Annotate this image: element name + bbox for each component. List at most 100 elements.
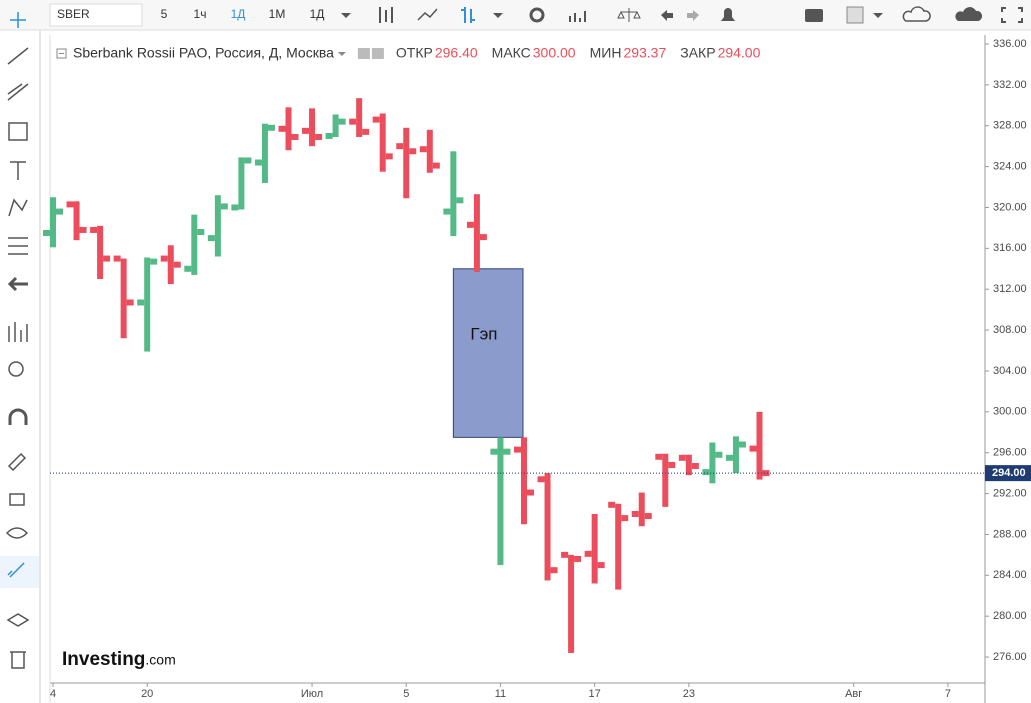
bar-range xyxy=(50,197,56,248)
magnet-tool[interactable] xyxy=(8,408,28,425)
bar-range xyxy=(732,436,739,474)
dropdown[interactable] xyxy=(493,13,503,18)
fib-tool[interactable] xyxy=(7,83,29,101)
plot: 276.00 280.00 284.00 288.00 292.00 296.00 300.… xyxy=(43,35,1031,703)
bar-range xyxy=(756,411,763,480)
ohlc-value: 294.00 xyxy=(718,45,761,61)
ohlc-value: 293.37 xyxy=(623,45,666,61)
indicators-icon[interactable] xyxy=(569,11,586,22)
y-tick-label: 284.00 xyxy=(993,569,1027,581)
interval[interactable]: 1М xyxy=(269,7,286,21)
y-tick-label: 332.00 xyxy=(993,79,1027,91)
bar-open xyxy=(678,454,686,461)
interval[interactable]: 1Д xyxy=(310,7,325,21)
gear-icon xyxy=(371,48,384,59)
alert-icon[interactable] xyxy=(721,8,735,21)
bar-close xyxy=(574,555,582,562)
color-box[interactable] xyxy=(846,6,864,24)
cloud-load[interactable] xyxy=(902,6,931,22)
measure-tool[interactable] xyxy=(8,322,28,342)
symbol-box[interactable] xyxy=(49,3,143,27)
title-dropdown xyxy=(337,52,346,56)
watermark-suffix: .com xyxy=(145,652,175,668)
interval[interactable]: 1Д xyxy=(231,7,246,21)
redo-icon[interactable] xyxy=(687,10,699,21)
layers-tool[interactable] xyxy=(6,613,30,627)
y-tick-label: 296.00 xyxy=(993,447,1027,459)
bar-range xyxy=(568,554,575,653)
bar-close xyxy=(644,513,652,520)
shape-tool[interactable] xyxy=(8,122,28,141)
y-tick-label: 304.00 xyxy=(993,365,1027,377)
bar-range xyxy=(285,107,292,151)
delete-tool[interactable] xyxy=(10,651,26,669)
ohlc-value: 300.00 xyxy=(533,45,576,61)
bar-range xyxy=(379,113,386,172)
ohlc-label: МИН xyxy=(590,45,622,61)
cross-tool[interactable] xyxy=(10,12,26,28)
settings-icon[interactable] xyxy=(529,7,545,23)
y-tick-label: 288.00 xyxy=(993,528,1027,540)
bar-close xyxy=(738,441,746,448)
undo-icon[interactable] xyxy=(661,10,673,21)
candles-icon[interactable] xyxy=(379,7,393,23)
bar-range xyxy=(685,454,692,476)
draw-mode[interactable] xyxy=(7,452,27,472)
bar-open xyxy=(254,159,262,166)
x-tick-label: Авг xyxy=(845,688,862,700)
y-tick-label: 316.00 xyxy=(993,242,1027,254)
fullscreen-icon[interactable] xyxy=(1001,7,1023,23)
bar-open xyxy=(137,299,145,306)
dropdown[interactable] xyxy=(341,13,351,18)
bar-close xyxy=(597,562,605,569)
interval[interactable]: 5 xyxy=(161,7,168,21)
gap-label: Гэп xyxy=(470,325,497,344)
bar-open xyxy=(207,235,215,242)
ohlc-label: МАКС xyxy=(492,45,531,61)
bar-range xyxy=(403,127,410,199)
zoom-tool[interactable] xyxy=(8,361,24,377)
ohlc-label: ОТКР xyxy=(396,45,433,61)
compare-icon[interactable] xyxy=(617,8,641,22)
bar-close xyxy=(409,148,417,155)
bar-range xyxy=(662,453,669,507)
bar-open xyxy=(396,143,404,150)
bar-open xyxy=(584,550,592,557)
bar-open xyxy=(466,221,474,228)
prediction-tool[interactable] xyxy=(8,237,28,255)
x-tick-label: 4 xyxy=(50,688,56,700)
ohlc-label: ЗАКР xyxy=(680,45,715,61)
snapshot-icon[interactable] xyxy=(805,9,823,22)
bar-close xyxy=(103,255,111,262)
bar-open xyxy=(113,255,121,262)
y-tick-label: 300.00 xyxy=(993,406,1027,418)
bar-close xyxy=(126,299,134,306)
line-icon[interactable] xyxy=(417,8,438,21)
y-tick-label: 280.00 xyxy=(993,610,1027,622)
y-tick-label: 324.00 xyxy=(993,161,1027,173)
bar-open xyxy=(537,476,545,483)
cloud-save[interactable] xyxy=(955,7,983,21)
bar-close xyxy=(432,162,440,169)
lock-tool[interactable] xyxy=(9,493,25,506)
bar-open xyxy=(372,116,380,123)
bar-close xyxy=(550,567,558,574)
bar-range xyxy=(591,514,598,584)
bars-icon[interactable] xyxy=(461,7,475,23)
trend-tool[interactable] xyxy=(7,47,29,65)
symbol[interactable]: SBER xyxy=(57,7,90,21)
pattern-tool[interactable] xyxy=(8,198,28,217)
back-tool[interactable] xyxy=(7,276,28,292)
eye-icon xyxy=(357,48,370,59)
y-tick-label: 328.00 xyxy=(993,120,1027,132)
dropdown[interactable] xyxy=(873,13,883,18)
link-tool[interactable] xyxy=(7,562,25,578)
visibility-tool[interactable] xyxy=(5,527,29,539)
bar-close xyxy=(338,118,346,125)
bar-open xyxy=(561,551,569,558)
bar-open xyxy=(631,511,639,518)
interval[interactable]: 1ч xyxy=(194,7,207,21)
text-tool[interactable] xyxy=(10,161,26,180)
bar-range xyxy=(144,257,151,352)
